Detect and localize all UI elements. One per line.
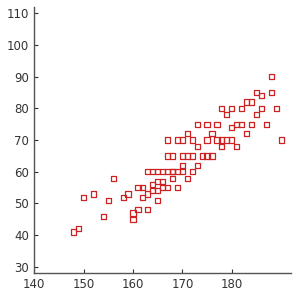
Point xyxy=(180,153,185,158)
Point xyxy=(249,100,254,104)
Point xyxy=(160,169,165,174)
Point xyxy=(180,163,185,168)
Point xyxy=(254,112,259,117)
Point xyxy=(170,153,175,158)
Point xyxy=(121,195,125,199)
Point xyxy=(165,153,170,158)
Point xyxy=(131,217,135,222)
Point xyxy=(155,179,160,184)
Point xyxy=(155,188,160,193)
Point xyxy=(195,122,200,127)
Point xyxy=(249,122,254,127)
Point xyxy=(91,192,96,196)
Point xyxy=(170,169,175,174)
Point xyxy=(224,138,229,142)
Point xyxy=(220,106,224,111)
Point xyxy=(205,153,209,158)
Point xyxy=(190,153,195,158)
Point xyxy=(160,179,165,184)
Point xyxy=(76,226,81,231)
Point xyxy=(274,106,279,111)
Point xyxy=(165,185,170,190)
Point xyxy=(180,138,185,142)
Point xyxy=(81,195,86,199)
Point xyxy=(220,138,224,142)
Point xyxy=(259,106,264,111)
Point xyxy=(111,176,116,181)
Point xyxy=(101,214,106,218)
Point xyxy=(165,169,170,174)
Point xyxy=(136,185,140,190)
Point xyxy=(175,138,180,142)
Point xyxy=(190,138,195,142)
Point xyxy=(155,198,160,203)
Point xyxy=(185,153,190,158)
Point xyxy=(209,131,214,136)
Point xyxy=(180,169,185,174)
Point xyxy=(195,163,200,168)
Point xyxy=(269,74,274,79)
Point xyxy=(244,100,249,104)
Point xyxy=(175,185,180,190)
Point xyxy=(145,207,150,212)
Point xyxy=(175,169,180,174)
Point xyxy=(239,106,244,111)
Point xyxy=(150,169,155,174)
Point xyxy=(140,185,145,190)
Point xyxy=(205,122,209,127)
Point xyxy=(165,138,170,142)
Point xyxy=(150,188,155,193)
Point xyxy=(220,144,224,149)
Point xyxy=(215,122,219,127)
Point xyxy=(229,138,234,142)
Point xyxy=(155,169,160,174)
Point xyxy=(160,185,165,190)
Point xyxy=(229,125,234,130)
Point xyxy=(170,176,175,181)
Point xyxy=(209,153,214,158)
Point xyxy=(185,131,190,136)
Point xyxy=(224,112,229,117)
Point xyxy=(205,138,209,142)
Point xyxy=(106,198,111,203)
Point xyxy=(215,138,219,142)
Point xyxy=(126,192,131,196)
Point xyxy=(239,122,244,127)
Point xyxy=(185,176,190,181)
Point xyxy=(195,144,200,149)
Point xyxy=(170,169,175,174)
Point xyxy=(140,195,145,199)
Point xyxy=(71,229,76,234)
Point xyxy=(229,106,234,111)
Point xyxy=(269,90,274,95)
Point xyxy=(190,169,195,174)
Point xyxy=(200,153,204,158)
Point xyxy=(254,90,259,95)
Point xyxy=(136,207,140,212)
Point xyxy=(264,122,269,127)
Point xyxy=(244,131,249,136)
Point xyxy=(131,211,135,215)
Point xyxy=(145,192,150,196)
Point xyxy=(150,182,155,187)
Point xyxy=(279,138,284,142)
Point xyxy=(234,144,239,149)
Point xyxy=(234,122,239,127)
Point xyxy=(145,169,150,174)
Point xyxy=(259,93,264,98)
